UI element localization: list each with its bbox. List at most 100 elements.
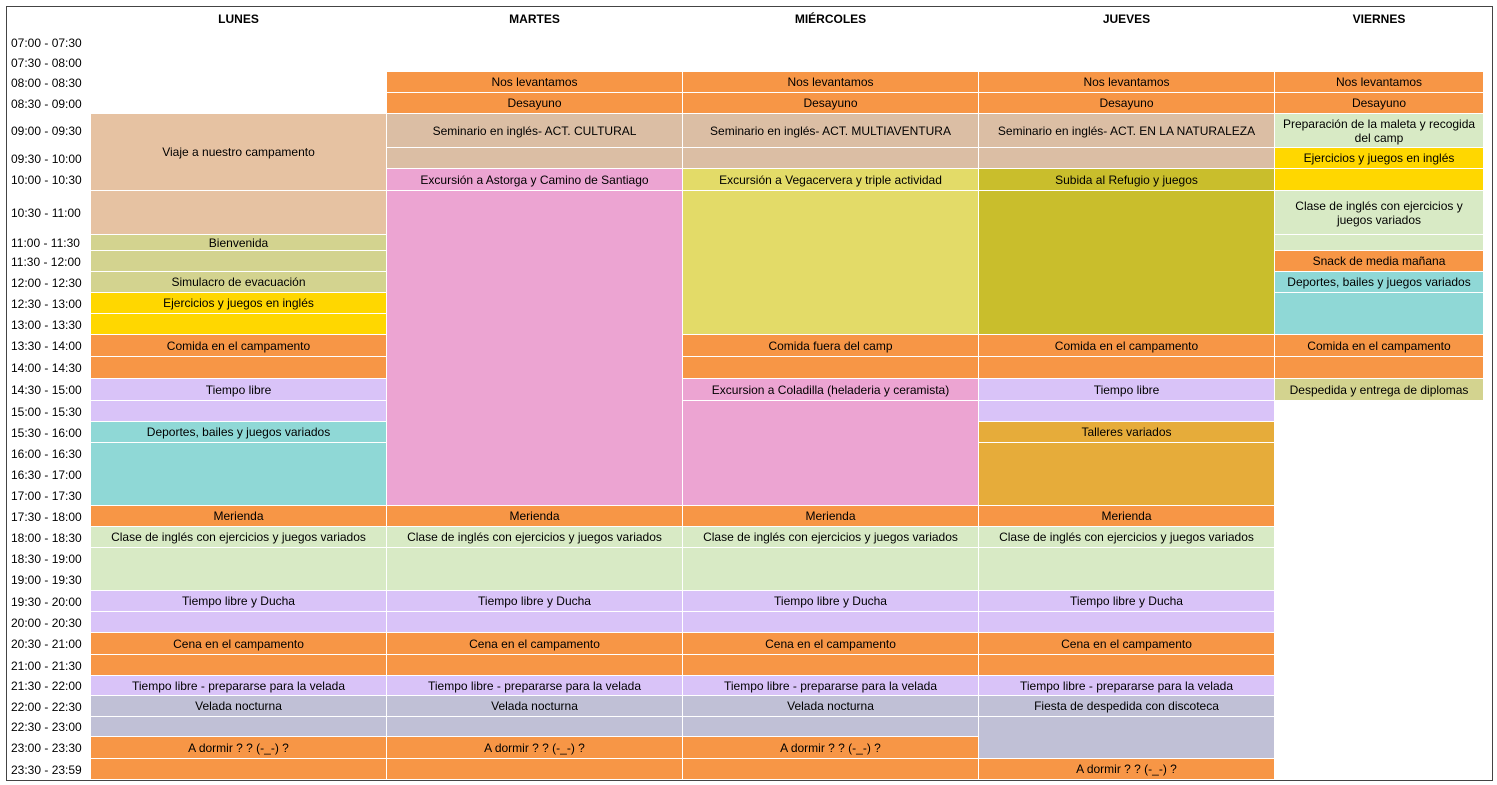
activity-cell: Cena en el campamento xyxy=(91,633,386,654)
time-slot-label: 11:00 - 11:30 xyxy=(11,236,80,250)
time-slot-label: 08:00 - 08:30 xyxy=(11,75,82,90)
activity-cell: Tiempo libre xyxy=(979,379,1274,400)
activity-cell xyxy=(387,612,682,632)
time-slot-label: 15:30 - 16:00 xyxy=(11,425,82,440)
time-slot-label: 23:00 - 23:30 xyxy=(11,741,82,755)
activity-cell: Cena en el campamento xyxy=(683,633,978,654)
activity-cell xyxy=(91,251,386,271)
time-slot-label: 19:30 - 20:00 xyxy=(11,594,82,609)
activity-cell: Merienda xyxy=(683,506,978,526)
activity-cell: Tiempo libre - prepararse para la velada xyxy=(387,676,682,695)
activity-cell: Deportes, bailes y juegos variados xyxy=(1275,272,1483,292)
activity-cell: Comida en el campamento xyxy=(91,335,386,356)
time-slot-label: 22:00 - 22:30 xyxy=(11,699,82,714)
activity-cell: Velada nocturna xyxy=(683,696,978,716)
activity-cell: A dormir ? ? (-_-) ? xyxy=(683,737,978,758)
time-slot-label: 18:30 - 19:00 xyxy=(11,551,82,566)
activity-cell xyxy=(387,548,682,590)
time-slot-label: 15:00 - 15:30 xyxy=(11,404,82,419)
activity-cell xyxy=(91,314,386,334)
activity-cell: Seminario en inglés- ACT. EN LA NATURALE… xyxy=(979,114,1274,147)
activity-cell: Nos levantamos xyxy=(387,72,682,92)
activity-cell: Tiempo libre y Ducha xyxy=(387,591,682,611)
activity-cell: Cena en el campamento xyxy=(387,633,682,654)
activity-cell xyxy=(683,612,978,632)
time-slot-label: 20:30 - 21:00 xyxy=(11,637,82,651)
activity-cell xyxy=(979,191,1274,334)
activity-cell: Excursión a Astorga y Camino de Santiago xyxy=(387,169,682,190)
activity-cell: Simulacro de evacuación xyxy=(91,272,386,292)
activity-cell: Tiempo libre y Ducha xyxy=(683,591,978,611)
activity-cell: Nos levantamos xyxy=(683,72,978,92)
time-slot-label: 13:30 - 14:00 xyxy=(11,339,82,353)
activity-cell: Desayuno xyxy=(387,93,682,113)
time-slot-label: 14:00 - 14:30 xyxy=(11,361,82,375)
activity-cell: Nos levantamos xyxy=(979,72,1274,92)
activity-cell xyxy=(683,759,978,779)
time-slot-label: 17:00 - 17:30 xyxy=(11,488,82,503)
activity-cell: Tiempo libre y Ducha xyxy=(91,591,386,611)
time-slot-label: 22:30 - 23:00 xyxy=(11,720,82,734)
activity-cell xyxy=(91,612,386,632)
activity-cell xyxy=(979,401,1274,421)
activity-cell xyxy=(387,717,682,736)
activity-cell: Desayuno xyxy=(683,93,978,113)
activity-cell: Clase de inglés con ejercicios y juegos … xyxy=(683,527,978,547)
time-slot-label: 16:00 - 16:30 xyxy=(11,446,82,461)
activity-cell xyxy=(979,443,1274,505)
activity-cell xyxy=(1275,235,1483,250)
activity-cell xyxy=(91,717,386,736)
activity-cell: A dormir ? ? (-_-) ? xyxy=(979,759,1274,779)
day-header-miercoles: MIÉRCOLES xyxy=(794,12,867,26)
time-slot-label: 23:30 - 23:59 xyxy=(11,762,82,777)
activity-cell xyxy=(979,717,1274,758)
activity-cell xyxy=(387,148,682,168)
activity-cell xyxy=(683,148,978,168)
time-slot-label: 16:30 - 17:00 xyxy=(11,467,82,482)
time-slot-label: 13:00 - 13:30 xyxy=(11,317,82,332)
activity-cell: Velada nocturna xyxy=(91,696,386,716)
time-slot-label: 09:00 - 09:30 xyxy=(11,124,82,138)
activity-cell: Tiempo libre - prepararse para la velada xyxy=(91,676,386,695)
activity-cell: Clase de inglés con ejercicios y juegos … xyxy=(1275,191,1483,234)
activity-cell: Excursion a Coladilla (heladeria y ceram… xyxy=(683,379,978,400)
activity-cell: Desayuno xyxy=(979,93,1274,113)
activity-cell: Seminario en inglés- ACT. CULTURAL xyxy=(387,114,682,147)
activity-cell: Snack de media mañana xyxy=(1275,251,1483,271)
activity-cell: Merienda xyxy=(91,506,386,526)
activity-cell: Comida fuera del camp xyxy=(683,335,978,356)
activity-cell: Nos levantamos xyxy=(1275,72,1483,92)
activity-cell xyxy=(387,655,682,675)
activity-cell: Fiesta de despedida con discoteca xyxy=(979,696,1274,716)
time-slot-label: 11:30 - 12:00 xyxy=(11,254,81,269)
time-slot-label: 12:00 - 12:30 xyxy=(11,275,82,290)
activity-cell: Preparación de la maleta y recogida del … xyxy=(1275,114,1483,147)
activity-cell: Velada nocturna xyxy=(387,696,682,716)
activity-cell xyxy=(1275,293,1483,334)
schedule-sheet: LUNES MARTES MIÉRCOLES JUEVES VIERNES 07… xyxy=(6,6,1493,781)
activity-cell xyxy=(1275,169,1483,190)
activity-cell: Clase de inglés con ejercicios y juegos … xyxy=(979,527,1274,547)
time-slot-label: 10:30 - 11:00 xyxy=(11,206,81,220)
activity-cell xyxy=(979,548,1274,590)
time-slot-label: 10:00 - 10:30 xyxy=(11,173,82,187)
day-header-martes: MARTES xyxy=(509,12,560,26)
activity-cell: Merienda xyxy=(387,506,682,526)
activity-cell xyxy=(91,548,386,590)
time-slot-label: 20:00 - 20:30 xyxy=(11,615,82,630)
time-slot-label: 07:00 - 07:30 xyxy=(11,35,82,50)
time-slot-label: 12:30 - 13:00 xyxy=(11,296,82,311)
activity-cell: Comida en el campamento xyxy=(979,335,1274,356)
activity-cell: Seminario en inglés- ACT. MULTIAVENTURA xyxy=(683,114,978,147)
time-slot-label: 19:00 - 19:30 xyxy=(11,573,82,587)
activity-cell: Deportes, bailes y juegos variados xyxy=(91,422,386,442)
activity-cell xyxy=(979,357,1274,378)
activity-cell xyxy=(91,655,386,675)
activity-cell: Merienda xyxy=(979,506,1274,526)
day-header-viernes: VIERNES xyxy=(1352,12,1406,26)
activity-cell xyxy=(683,655,978,675)
time-slot-label: 08:30 - 09:00 xyxy=(11,96,82,111)
activity-cell xyxy=(387,759,682,779)
activity-cell: Talleres variados xyxy=(979,422,1274,442)
activity-cell: Tiempo libre y Ducha xyxy=(979,591,1274,611)
